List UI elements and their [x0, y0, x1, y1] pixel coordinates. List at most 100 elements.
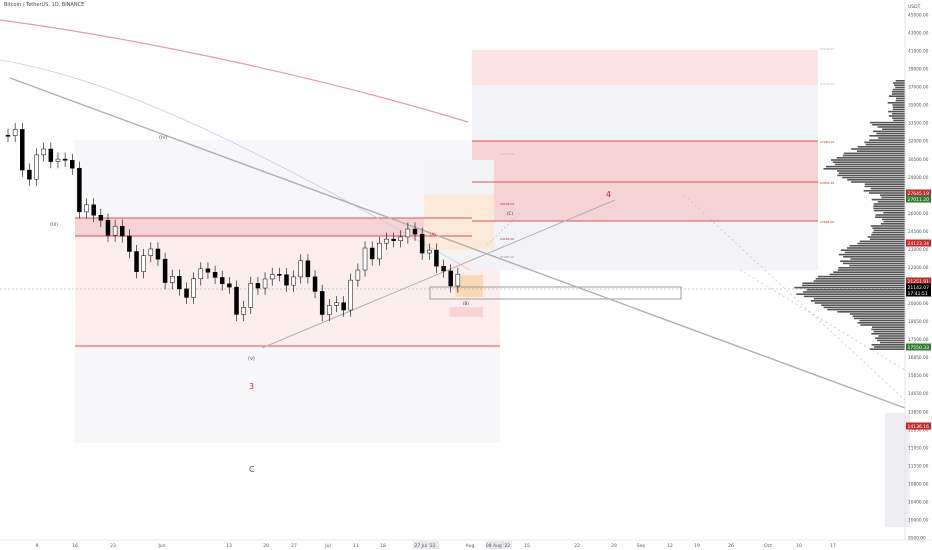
volume-bar — [872, 199, 905, 201]
volume-bar — [844, 153, 905, 155]
volume-bar — [888, 102, 905, 104]
candle-body — [342, 303, 346, 310]
zone-small-orange — [424, 195, 494, 250]
price-tag-label: 14136.16 — [908, 424, 930, 430]
volume-bar — [850, 245, 905, 247]
volume-bar — [892, 104, 905, 106]
zone-label: 25665.00 — [820, 220, 834, 224]
wave-label-iv: (iv) — [159, 135, 167, 141]
volume-bar — [860, 324, 905, 326]
volume-bar — [860, 241, 905, 243]
time-tick-label: 11 — [353, 543, 359, 549]
volume-bar — [873, 131, 905, 133]
volume-bar — [892, 113, 905, 115]
price-tick-label: 9500.00 — [908, 536, 926, 542]
volume-bar — [840, 260, 905, 262]
volume-bar — [871, 329, 905, 331]
price-tick-label: 18650.00 — [908, 319, 929, 325]
candle-body — [56, 159, 60, 162]
zone-label: 24165.00 — [500, 237, 514, 241]
volume-bar — [893, 120, 905, 122]
price-tick-label: 30500.00 — [908, 157, 929, 163]
volume-bar — [882, 219, 905, 221]
volume-bar — [837, 175, 905, 177]
zone-top-red — [472, 50, 818, 85]
candle-body — [392, 239, 396, 241]
volume-bar — [892, 91, 905, 93]
candle-body — [213, 272, 217, 277]
volume-bar — [880, 194, 905, 196]
volume-bar — [858, 322, 905, 324]
volume-bar — [865, 183, 905, 185]
time-tick-label: 10 — [796, 543, 802, 549]
candle-body — [106, 220, 110, 235]
candle-body — [449, 271, 453, 286]
candle-body — [185, 289, 189, 298]
volume-bar — [864, 190, 905, 192]
time-tick-label: 22 — [574, 543, 580, 549]
candle-body — [70, 160, 74, 168]
candle-body — [420, 234, 424, 253]
price-tick-label: 15650.00 — [908, 373, 929, 379]
volume-bar — [843, 155, 905, 157]
price-tag-label: 17550.33 — [908, 345, 930, 351]
candle-body — [427, 250, 431, 253]
volume-bar — [850, 258, 905, 260]
price-tick-label: 33500.00 — [908, 121, 929, 127]
volume-bar — [877, 340, 905, 342]
volume-bar — [881, 223, 905, 225]
candle-body — [406, 229, 410, 237]
volume-bar — [858, 243, 905, 245]
time-tick-label: 19 — [694, 543, 700, 549]
candle-body — [220, 277, 224, 283]
wave-label-v: (v) — [248, 356, 255, 362]
wave-label-b: (B) — [463, 301, 469, 306]
volume-bar — [884, 221, 905, 223]
time-tick-label: Jun — [157, 543, 165, 549]
candle-body — [327, 305, 331, 314]
volume-bar — [877, 133, 905, 135]
candle-body — [313, 277, 317, 292]
candle-body — [192, 279, 196, 298]
price-tick-label: 11950.00 — [908, 445, 929, 451]
volume-bar — [893, 89, 905, 91]
volume-bar — [872, 344, 905, 346]
price-tick-label: 29000.00 — [908, 175, 929, 181]
time-tick-label: 15 — [524, 543, 530, 549]
volume-bar — [854, 318, 905, 320]
time-tick-label: 17 — [830, 543, 836, 549]
volume-bar — [878, 137, 905, 139]
volume-bar — [857, 150, 905, 152]
candle-body — [13, 129, 17, 135]
volume-bar — [871, 234, 905, 236]
candle-body — [142, 256, 146, 272]
volume-bar — [870, 238, 905, 240]
candle-body — [434, 250, 438, 266]
candle-body — [384, 239, 388, 243]
volume-bar — [872, 232, 905, 234]
time-tick-label: 20 — [263, 543, 269, 549]
candle-body — [235, 287, 239, 314]
candle-body — [442, 266, 446, 271]
price-tick-label: 43000.00 — [908, 31, 929, 37]
price-tick-label: 35000.00 — [908, 103, 929, 109]
price-ticks: 45000.0043000.0041000.0039000.0037000.00… — [908, 13, 929, 542]
volume-bar — [837, 311, 905, 313]
candle-body — [377, 243, 381, 259]
wave-label-c: C — [249, 465, 255, 474]
volume-bar — [849, 265, 905, 267]
volume-bar — [838, 269, 905, 271]
candle-body — [299, 261, 303, 277]
volume-bar — [827, 309, 905, 311]
volume-bar — [892, 93, 905, 95]
zone-right — [885, 413, 910, 527]
candle-body — [177, 276, 181, 289]
volume-bar — [875, 337, 905, 339]
volume-bar — [830, 274, 905, 276]
candle-body — [306, 261, 310, 277]
candle-body — [42, 149, 46, 155]
candle-body — [113, 226, 117, 235]
volume-bar — [858, 146, 905, 148]
candle-body — [170, 276, 174, 282]
